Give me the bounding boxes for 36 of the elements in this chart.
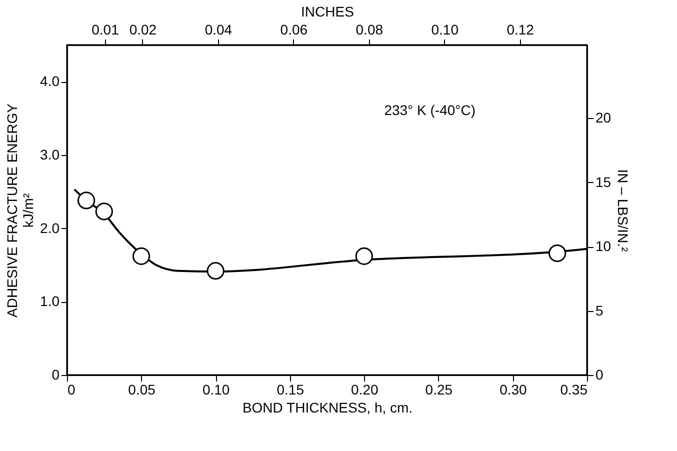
x-tick-label: 0.25 <box>425 382 453 398</box>
y-tick-label: 0 <box>52 366 60 382</box>
x-tick-label: 0.05 <box>128 382 156 398</box>
y2-tick-label: 10 <box>596 238 612 254</box>
x2-tick-label: 0.04 <box>204 22 232 38</box>
point <box>548 244 566 262</box>
y2-tick-label: 15 <box>596 174 612 190</box>
x-tick-label: 0.10 <box>202 382 230 398</box>
x2-tick-label: 0.12 <box>506 22 534 38</box>
point <box>78 192 96 210</box>
point <box>132 247 150 265</box>
x-tick-label: 0.35 <box>560 382 588 398</box>
y-tick-label: 3.0 <box>40 146 60 162</box>
y2-axis-title: IN – LBS/IN.² <box>615 169 632 252</box>
x2-axis-title: INCHES <box>301 4 354 20</box>
y-tick-label: 4.0 <box>40 73 60 90</box>
y2-tick-label: 20 <box>596 110 612 126</box>
point <box>206 262 224 280</box>
annotation: 233° K (-40°C) <box>384 102 476 118</box>
y2-tick-label: 5 <box>596 302 604 318</box>
point <box>355 247 373 265</box>
x2-tick-label: 0.02 <box>129 22 157 38</box>
point <box>95 202 113 220</box>
x2-tick-label: 0.01 <box>92 22 120 38</box>
y-axis-title: ADHESIVE FRACTURE ENERGY kJ/m² <box>4 102 36 318</box>
x-tick-label: 0 <box>68 382 76 398</box>
x2-tick-label: 0.06 <box>280 22 308 38</box>
x-tick-label: 0.20 <box>351 382 378 398</box>
y-tick-label: 2.0 <box>40 220 60 236</box>
y2-tick-label: 0 <box>596 366 604 382</box>
x-axis-title: BOND THICKNESS, h, cm. <box>242 400 413 416</box>
x2-tick-label: 0.10 <box>431 22 459 38</box>
y-tick-label: 1.0 <box>40 293 60 310</box>
x2-tick-label: 0.08 <box>356 22 384 38</box>
x-tick-label: 0.15 <box>276 382 304 398</box>
x-tick-label: 0.30 <box>500 382 528 398</box>
